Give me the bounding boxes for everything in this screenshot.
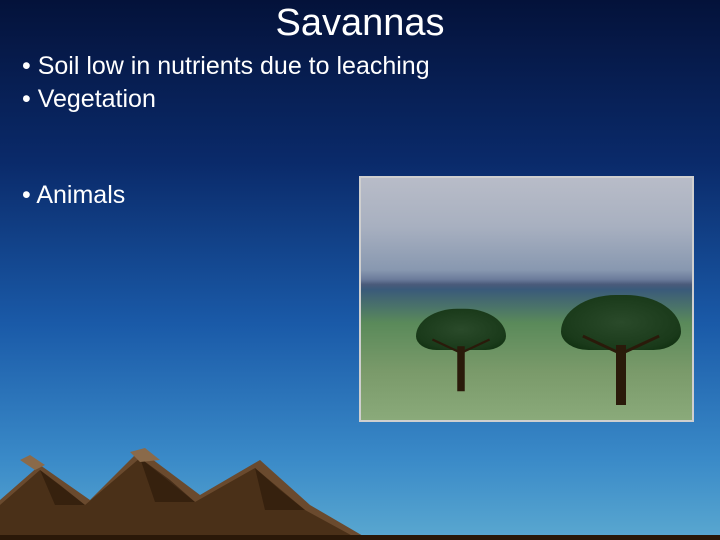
bullet-item: Vegetation (22, 84, 720, 115)
slide: Savannas Soil low in nutrients due to le… (0, 0, 720, 540)
tree-icon (561, 295, 681, 350)
slide-title: Savannas (0, 0, 720, 45)
tree-icon (416, 309, 506, 350)
bullet-item: Soil low in nutrients due to leaching (22, 51, 720, 82)
savanna-photo (359, 176, 694, 422)
mountain-decoration (0, 410, 720, 540)
ground-line (0, 535, 720, 540)
